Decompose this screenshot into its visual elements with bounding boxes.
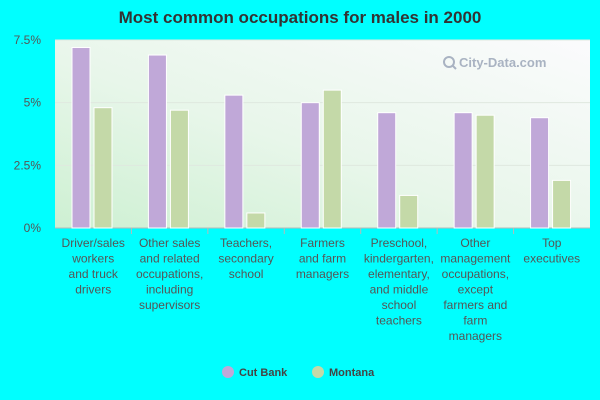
y-tick-label: 7.5% (14, 33, 42, 47)
x-tick-label: Teachers, (220, 236, 272, 250)
x-tick-label: executives (523, 252, 580, 266)
x-tick-label: farm (463, 314, 487, 328)
x-tick-label: Farmers (300, 236, 345, 250)
gridlines (55, 39, 590, 234)
bar-montana (552, 179, 572, 229)
x-tick-label: except (458, 283, 494, 297)
watermark-text: City-Data.com (459, 55, 546, 70)
bar-cut-bank (300, 102, 320, 229)
legend-label: Montana (329, 367, 375, 379)
bar-cut-bank (453, 112, 473, 229)
x-tick-label: management (440, 252, 511, 266)
bar-montana (399, 194, 419, 229)
y-axis-ticks: 0% 2.5% 5% 7.5% (14, 33, 42, 235)
search-icon (443, 56, 457, 70)
legend-label: Cut Bank (239, 367, 288, 379)
y-tick-label: 2.5% (14, 158, 42, 172)
x-tick-label: occupations, (442, 267, 509, 281)
bar-montana (475, 114, 495, 229)
bar-cut-bank (71, 47, 91, 229)
y-tick-label: 5% (24, 96, 42, 110)
bar-montana (169, 109, 189, 229)
x-tick-label: Preschool, (371, 236, 428, 250)
x-tick-label: occupations, (136, 267, 203, 281)
x-tick-label: Driver/sales (62, 236, 125, 250)
x-tick-label: including (146, 283, 193, 297)
bar-montana (93, 107, 113, 229)
x-tick-label: and farm (299, 252, 346, 266)
watermark: City-Data.com (443, 55, 546, 70)
bar-cut-bank (147, 54, 167, 229)
bar-montana (246, 212, 266, 229)
x-tick-label: elementary, (368, 267, 430, 281)
bar-cut-bank (530, 117, 550, 229)
x-tick-label: Top (542, 236, 562, 250)
x-tick-label: and related (140, 252, 200, 266)
x-tick-label: managers (449, 329, 502, 343)
bar-montana (322, 89, 342, 229)
bar-cut-bank (224, 94, 244, 229)
x-tick-label: school (382, 298, 417, 312)
x-tick-label: farmers and (443, 298, 507, 312)
legend-swatch (222, 366, 234, 378)
plot-area (55, 40, 590, 228)
chart-title: Most common occupations for males in 200… (118, 8, 482, 27)
x-tick-label: secondary (218, 252, 273, 266)
bar-cut-bank (377, 112, 397, 229)
x-tick-label: Other sales (139, 236, 200, 250)
x-tick-label: workers (71, 252, 114, 266)
x-tick-label: kindergarten, (364, 252, 434, 266)
x-tick-label: school (229, 267, 264, 281)
x-tick-label: supervisors (139, 298, 200, 312)
x-tick-label: drivers (75, 283, 111, 297)
x-tick-label: and middle (370, 283, 429, 297)
x-tick-label: and truck (69, 267, 119, 281)
x-tick-label: teachers (376, 314, 422, 328)
legend: Cut Bank Montana (222, 366, 375, 379)
legend-swatch (312, 366, 324, 378)
x-tick-label: Other (460, 236, 490, 250)
bars (71, 47, 572, 229)
y-tick-label: 0% (24, 221, 42, 235)
x-tick-label: managers (296, 267, 349, 281)
